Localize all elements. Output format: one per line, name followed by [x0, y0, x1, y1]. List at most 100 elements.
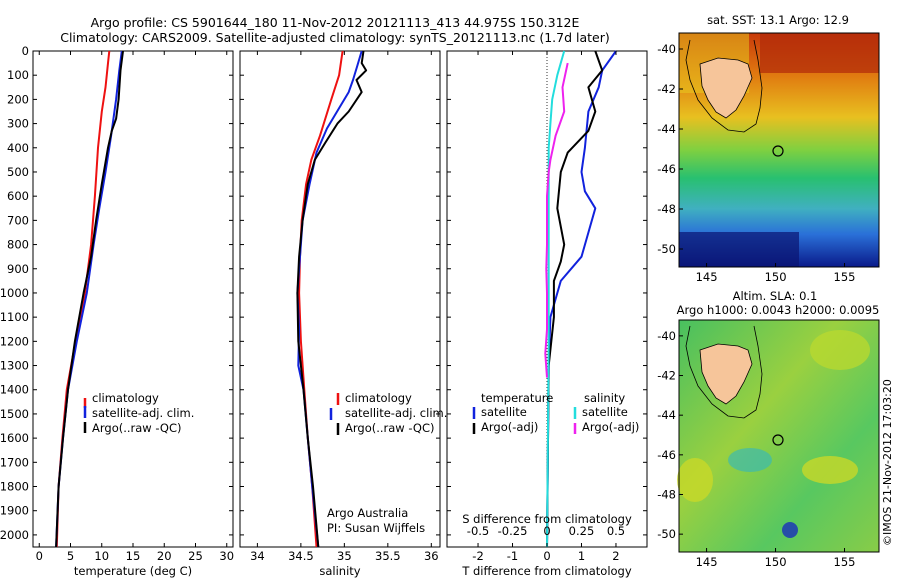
map-y-tick-label: -40 [657, 329, 676, 343]
y-tick-label: 200 [7, 92, 29, 106]
map-y-tick-label: -48 [657, 202, 676, 216]
x-tick-label: 36 [424, 549, 439, 563]
x-tick-label: 0 [543, 549, 550, 563]
map-x-tick-label: 150 [765, 270, 787, 284]
legend-label-t-argo: Argo(-adj) [481, 420, 538, 434]
legend-label-argo: Argo(..raw -QC) [345, 421, 435, 435]
sla-map-title-2: Argo h1000: 0.0043 h2000: 0.0095 [677, 303, 880, 317]
legend-header-salinity: salinity [584, 391, 625, 405]
sla-patch [782, 522, 798, 538]
y-tick-label: 800 [7, 238, 29, 252]
y-tick-label: 1000 [0, 286, 29, 300]
y-tick-label: 1400 [0, 383, 29, 397]
series-line-s-satellite [546, 50, 566, 548]
argo-position-marker [772, 434, 784, 446]
series-line-argo-raw-qc- [55, 50, 124, 548]
map-y-tick-label: -44 [657, 408, 676, 422]
x-tick-label: 34.5 [288, 549, 314, 563]
s-tick-label: -0.25 [498, 524, 528, 538]
x-tick-label: 30 [219, 549, 234, 563]
y-tick-label: 1200 [0, 334, 29, 348]
s-axis-label: S difference from climatology [462, 512, 632, 526]
plot-frame [32, 50, 234, 548]
title-line-1: Argo profile: CS 5901644_180 11-Nov-2012… [91, 15, 580, 30]
argo-position-marker [772, 145, 784, 157]
map-x-tick-label: 145 [696, 555, 718, 569]
x-tick-label: 35 [337, 549, 352, 563]
y-tick-label: 500 [7, 165, 29, 179]
y-tick-label: 1800 [0, 480, 29, 494]
sla-map-frame [678, 319, 880, 553]
y-tick-label: 400 [7, 141, 29, 155]
s-tick-label: 0.5 [607, 524, 625, 538]
y-tick-label: 1300 [0, 359, 29, 373]
legend-label-climatology: climatology [92, 391, 159, 405]
imos-credit: ©IMOS 21-Nov-2012 17:03:20 [881, 379, 894, 546]
x-tick-label: 1 [578, 549, 585, 563]
x-tick-label: -2 [472, 549, 483, 563]
y-tick-label: 700 [7, 213, 29, 227]
map-y-tick-label: -42 [657, 82, 676, 96]
series-line-argo-raw-qc- [296, 50, 368, 548]
legend-label-t-satellite: satellite [481, 405, 527, 419]
x-tick-label: 2 [612, 549, 619, 563]
s-tick-label: 0.25 [569, 524, 595, 538]
bathymetry-contour [685, 39, 763, 133]
map-y-tick-label: -50 [657, 242, 676, 256]
x-tick-label: 35.5 [375, 549, 401, 563]
salinity-legend: climatology satellite-adj. clim. Argo(..… [327, 391, 447, 535]
map-x-tick-label: 155 [834, 555, 856, 569]
sst-map-frame [678, 32, 880, 268]
sla-patch [728, 448, 772, 472]
temperature-panel: 0 5 10 15 20 25 30 temperature (deg C) 0 100 200 30… [0, 44, 234, 578]
map-x-tick-label: 145 [696, 270, 718, 284]
plot-frame [239, 50, 441, 548]
x-tick-label: 10 [94, 549, 109, 563]
map-y-tick-label: -44 [657, 122, 676, 136]
map-y-tick-label: -46 [657, 448, 676, 462]
map-x-tick-label: 155 [834, 270, 856, 284]
sst-patch [679, 232, 799, 267]
map-y-tick-label: -48 [657, 487, 676, 501]
sst-map-title: sat. SST: 13.1 Argo: 12.9 [707, 13, 849, 27]
x-tick-label: -1 [507, 549, 518, 563]
tasmania-landmass [699, 343, 753, 405]
series-line-t-argo-adj- [546, 50, 604, 548]
legend-label-climatology: climatology [345, 391, 412, 405]
series-line-s-argo-adj- [544, 62, 569, 378]
x-axis-label: salinity [319, 564, 360, 578]
map-x-tick-label: 150 [765, 555, 787, 569]
sla-map-ticks: -40 -42 -44 -46 -48 -50 145 150 155 [657, 329, 855, 569]
annotation-pi: PI: Susan Wijffels [327, 521, 425, 535]
y-tick-label: 1900 [0, 504, 29, 518]
y-tick-label: 1600 [0, 431, 29, 445]
x-tick-label: 25 [188, 549, 203, 563]
map-y-tick-label: -46 [657, 162, 676, 176]
sla-patch [802, 456, 858, 484]
y-tick-label: 300 [7, 117, 29, 131]
y-tick-label: 1100 [0, 310, 29, 324]
sla-map-title-1: Altim. SLA: 0.1 [733, 289, 818, 303]
x-axis-label: T difference from climatology [461, 564, 632, 578]
y-tick-label: 2000 [0, 528, 29, 542]
map-y-tick-label: -50 [657, 527, 676, 541]
salinity-panel: 34 34.5 35 35.5 36 salinity [239, 50, 441, 578]
difference-legend: temperature salinity satellite Argo(-adj… [472, 391, 639, 434]
legend-label-s-argo: Argo(-adj) [582, 420, 639, 434]
tasmania-landmass [699, 57, 753, 119]
y-tick-label: 1700 [0, 455, 29, 469]
s-tick-label: 0 [543, 524, 550, 538]
x-tick-label: 15 [126, 549, 141, 563]
x-tick-label: 5 [67, 549, 74, 563]
sla-patch [677, 458, 713, 502]
y-tick-label: 900 [7, 262, 29, 276]
legend-label-satellite: satellite-adj. clim. [345, 406, 447, 420]
sst-map: sat. SST: 13.1 Argo: 12.9 -40-42-44-46-4… [657, 13, 880, 284]
sst-patch [760, 33, 879, 73]
map-y-tick-label: -42 [657, 369, 676, 383]
sla-map: Altim. SLA: 0.1 Argo h1000: 0.0043 h2000… [657, 289, 880, 569]
title-line-2: Climatology: CARS2009. Satellite-adjuste… [60, 30, 610, 45]
s-tick-label: -0.5 [467, 524, 489, 538]
legend-label-s-satellite: satellite [582, 405, 628, 419]
